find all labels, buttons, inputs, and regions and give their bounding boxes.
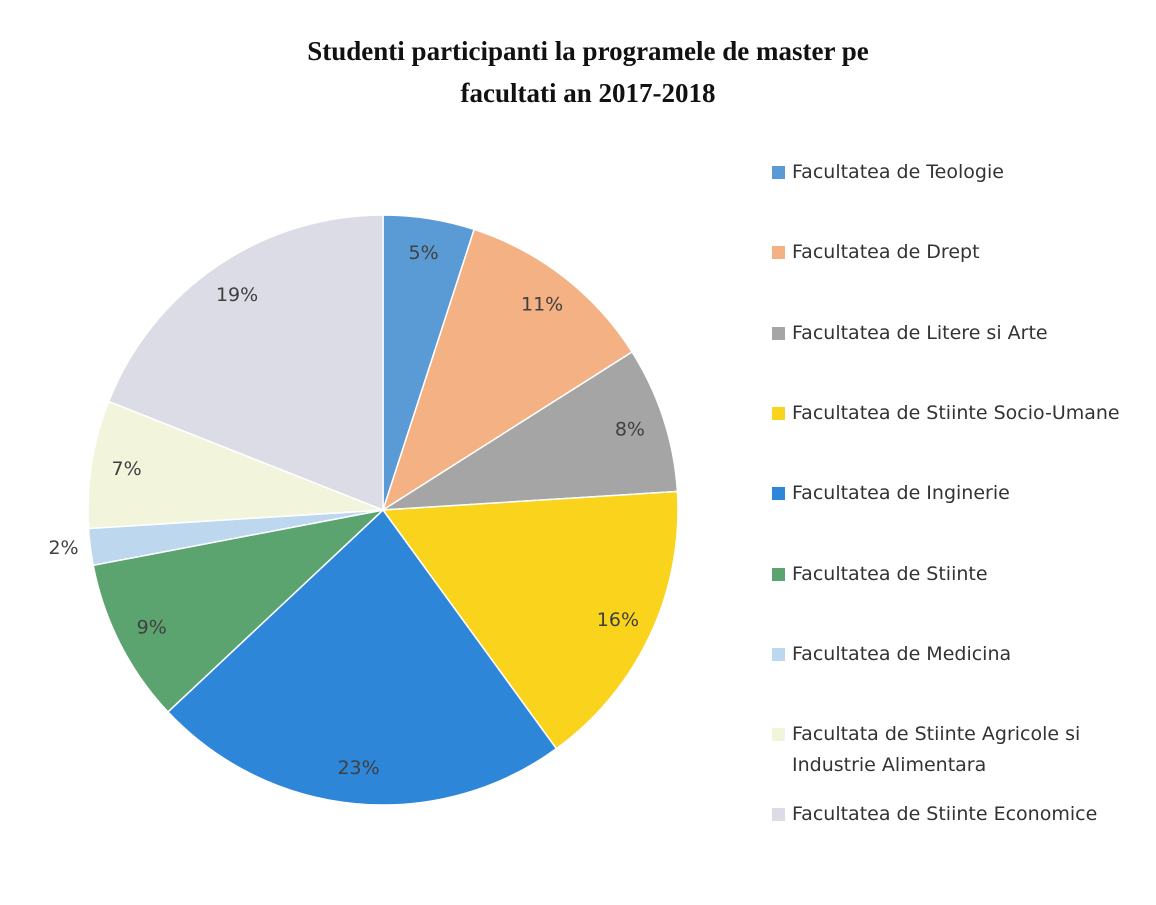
- legend-swatch: [772, 246, 785, 260]
- legend-label: Facultatea de Litere si Arte: [792, 321, 1048, 344]
- legend-label: Facultata de Stiinte Agricole si Industr…: [792, 723, 1081, 777]
- legend-item: Facultatea de Medicina: [772, 639, 1144, 670]
- data-label: 8%: [615, 418, 645, 440]
- data-label: 23%: [337, 757, 379, 779]
- pie-slice: [92, 508, 386, 714]
- legend-swatch: [772, 326, 785, 340]
- data-label: 11%: [521, 293, 563, 315]
- chart-title: Studenti participanti la programele de m…: [307, 36, 868, 108]
- pie-slice: [166, 508, 558, 806]
- pie-slice: [87, 400, 384, 530]
- legend-label: Facultatea de Teologie: [792, 161, 1004, 183]
- legend-label: Facultatea de Stiinte Socio-Umane: [792, 401, 1120, 424]
- data-label: 9%: [137, 616, 167, 638]
- legend-item: Facultatea de Stiinte: [772, 559, 1144, 590]
- legend-item: Facultatea de Drept: [772, 237, 1144, 268]
- legend-item: Facultatea de Teologie: [772, 157, 1144, 188]
- legend-swatch: [772, 406, 785, 420]
- legend-item: Facultata de Stiinte Agricole si Industr…: [772, 719, 1144, 781]
- legend-swatch: [772, 808, 785, 822]
- legend-label: Facultatea de Stiinte: [792, 562, 988, 585]
- legend-swatch: [772, 567, 785, 581]
- data-label: 16%: [597, 609, 639, 631]
- legend-item: Facultatea de Stiinte Economice: [772, 799, 1144, 830]
- data-label: 19%: [216, 284, 258, 306]
- pie-slice: [382, 350, 679, 511]
- legend-item: Facultatea de Litere si Arte: [772, 318, 1144, 349]
- legend-swatch: [772, 487, 785, 501]
- legend-label: Facultatea de Stiinte Economice: [792, 803, 1098, 826]
- data-label: 7%: [112, 458, 142, 480]
- legend-swatch: [772, 166, 785, 179]
- legend-label: Facultatea de Drept: [792, 241, 980, 264]
- legend-label: Facultatea de Medicina: [792, 642, 1012, 665]
- legend-item: Facultatea de Stiinte Socio-Umane: [772, 398, 1144, 429]
- pie-slice: [381, 490, 679, 750]
- legend-item: Facultatea de Inginerie: [772, 478, 1144, 509]
- data-label: 5%: [409, 242, 439, 264]
- pie-slice: [107, 214, 384, 512]
- legend-label: Facultatea de Inginerie: [792, 482, 1010, 505]
- data-label: 2%: [48, 537, 78, 559]
- legend-swatch: [772, 647, 785, 661]
- pie-slice: [381, 228, 634, 512]
- legend-swatch: [772, 728, 785, 742]
